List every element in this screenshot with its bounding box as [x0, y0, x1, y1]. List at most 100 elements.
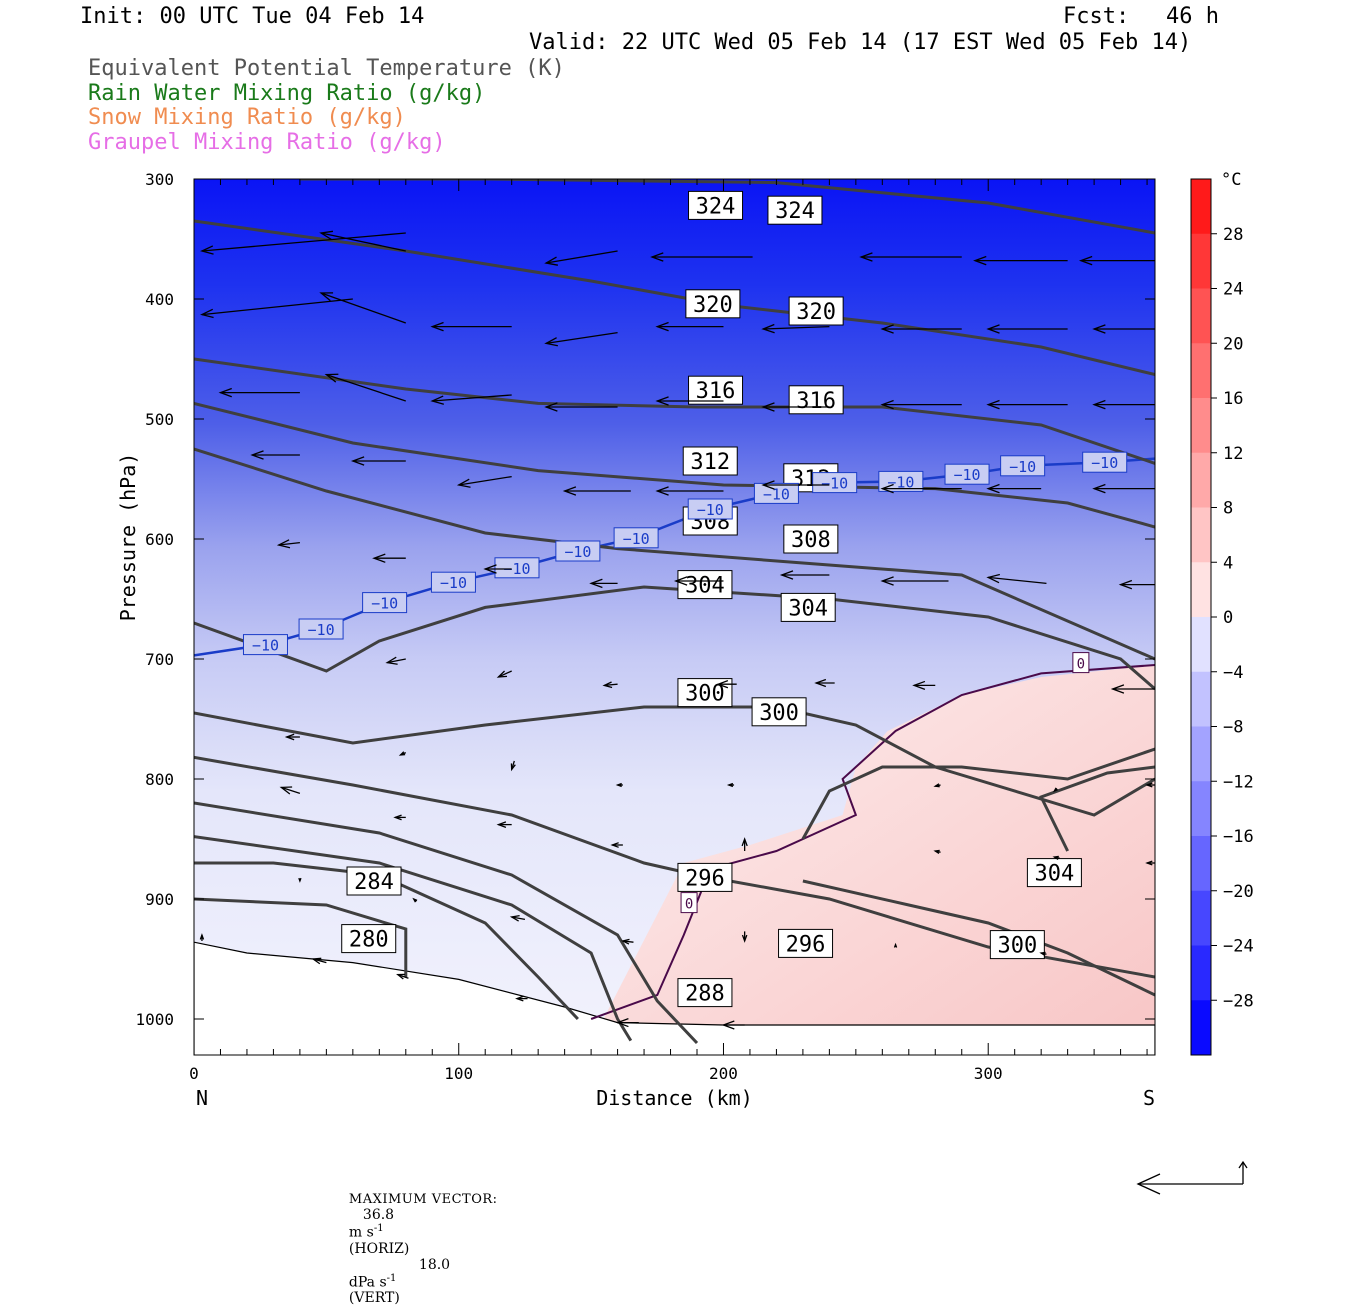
max-vector-vert-exp: -1: [386, 1272, 397, 1284]
max-vector-vert-unit: dPa s: [348, 1274, 387, 1291]
wind-vector-head: [483, 564, 497, 574]
y-tick-label: 500: [145, 410, 174, 429]
wind-vector-head: [456, 478, 471, 488]
theta-e-label-320: 320: [788, 296, 844, 326]
isotherm-minus10-label: −10: [242, 634, 288, 656]
colorbar-unit: °C: [1221, 170, 1241, 190]
wind-vector-head: [544, 402, 558, 412]
wind-vector: [281, 786, 301, 795]
max-vector-horiz-exp: -1: [373, 1223, 384, 1234]
field-label-graupel: Graupel Mixing Ratio (g/kg): [88, 130, 446, 155]
wind-vector-head: [496, 821, 507, 828]
colorbar-tick-label: 28: [1223, 225, 1243, 245]
wind-vector-head: [912, 680, 926, 690]
svg-text:284: 284: [354, 870, 394, 895]
wind-vector-head: [986, 324, 1000, 334]
field-label-rain: Rain Water Mixing Ratio (g/kg): [88, 81, 486, 106]
y-tick-label: 800: [145, 770, 174, 789]
svg-text:−10: −10: [697, 501, 724, 519]
wind-vector-head: [385, 656, 398, 665]
theta-e-contour-300: [802, 879, 1155, 997]
wind-vector-head: [620, 938, 630, 945]
wind-vector-head: [515, 995, 524, 1002]
wind-vector-head: [859, 252, 873, 262]
wind-vector-head: [716, 680, 729, 689]
theta-e-label-280: 280: [341, 924, 397, 954]
wind-vector-head: [544, 337, 558, 347]
wind-vector: [432, 394, 512, 402]
theta-e-contour-280: [194, 897, 408, 977]
colorbar-tick-label: 4: [1223, 553, 1233, 573]
init-time: Init: 00 UTC Tue 04 Feb 14: [80, 4, 425, 29]
isotherm-minus10-label: −10: [1082, 451, 1128, 473]
wind-vector-head: [562, 486, 577, 496]
colorbar-band: [1191, 179, 1211, 235]
wind-vector-head: [1092, 483, 1106, 494]
wind-vector-head: [589, 578, 603, 589]
wind-vector-head: [1092, 399, 1106, 410]
wind-vector-head: [1118, 579, 1133, 590]
isotherm-minus10-label: −10: [362, 592, 408, 614]
colorbar-tick-label: 0: [1223, 608, 1233, 628]
svg-text:−10: −10: [763, 485, 790, 503]
svg-text:−10: −10: [1009, 458, 1036, 476]
theta-e-label-304: 304: [1026, 858, 1082, 888]
svg-text:304: 304: [685, 574, 725, 599]
isotherm-zero-label: 0: [1072, 652, 1090, 674]
y-axis-label: Pressure (hPa): [116, 453, 140, 622]
x-tick-label: 300: [974, 1064, 1003, 1083]
wind-vector-head: [200, 245, 214, 255]
x-tick-label: 100: [444, 1064, 473, 1083]
wind-vector-head: [396, 973, 405, 980]
svg-text:−10: −10: [1091, 454, 1118, 472]
wind-vector: [201, 298, 353, 316]
wind-vector: [498, 670, 512, 678]
svg-text:308: 308: [791, 528, 831, 553]
wind-vector-head: [1052, 855, 1059, 860]
colorbar-tick-label: −20: [1223, 882, 1254, 902]
colorbar-tick-label: 16: [1223, 389, 1243, 409]
svg-text:312: 312: [690, 450, 730, 475]
y-tick-label: 400: [145, 290, 174, 309]
colorbar-band: [1191, 452, 1211, 508]
wind-vector-head: [1039, 951, 1046, 956]
theta-e-label-304: 304: [780, 592, 836, 622]
forecast-label: Fcst:: [1063, 4, 1130, 29]
wind-vector: [458, 475, 512, 486]
wind-vector-head: [279, 786, 293, 795]
isotherm-minus10-label: −10: [555, 540, 601, 562]
forecast-hour: 46 h: [1166, 4, 1219, 29]
colorbar-band: [1191, 726, 1211, 782]
wind-vector-head: [393, 814, 402, 821]
wind-vector-head: [372, 553, 386, 563]
colorbar-tick-label: 24: [1223, 280, 1243, 300]
wind-vector-head: [200, 308, 214, 319]
isotherm-minus10-label: −10: [944, 463, 990, 485]
svg-text:300: 300: [997, 934, 1037, 959]
isotherm-zero-label: 0: [680, 892, 698, 914]
wind-vector-head: [650, 252, 664, 262]
wind-vector-head: [350, 456, 365, 466]
wind-vector-head: [319, 230, 334, 240]
svg-text:300: 300: [685, 682, 725, 707]
svg-text:320: 320: [796, 300, 836, 325]
field-label-snow: Snow Mixing Ratio (g/kg): [88, 105, 406, 130]
svg-text:304: 304: [788, 596, 828, 621]
wind-vector: [545, 250, 618, 264]
colorbar-tick-label: −12: [1223, 772, 1254, 792]
wind-vector: [326, 373, 406, 402]
svg-text:−10: −10: [564, 543, 591, 561]
isotherm-minus10-label: −10: [812, 472, 858, 494]
colorbar-band: [1191, 1000, 1211, 1056]
svg-text:288: 288: [685, 982, 725, 1007]
wind-vector: [763, 325, 830, 330]
colorbar-tick-label: 20: [1223, 334, 1243, 354]
colorbar-band: [1191, 343, 1211, 399]
isotherm-minus10-line: [194, 457, 1155, 657]
y-tick-label: 300: [145, 170, 174, 189]
wind-vector-head: [893, 942, 898, 948]
wind-vector-head: [880, 399, 894, 410]
theta-e-label-300: 300: [751, 697, 807, 727]
wind-vector-head: [933, 783, 940, 788]
svg-text:0: 0: [1077, 657, 1085, 673]
